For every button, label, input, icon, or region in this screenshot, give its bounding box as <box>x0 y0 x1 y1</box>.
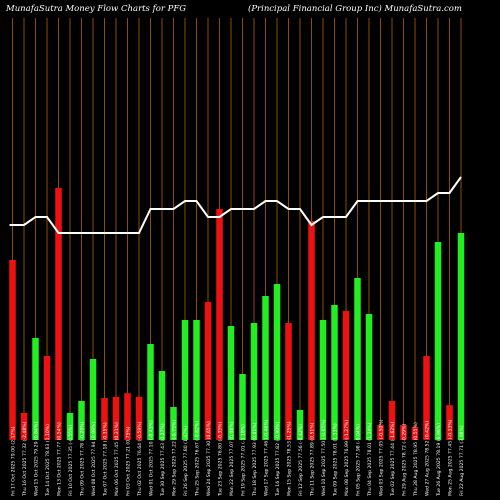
money-flow-bar <box>227 326 235 440</box>
tick-label: Fri 10 Oct 2025 77.35 (-0.55%) <box>68 425 74 496</box>
grid-lines <box>12 18 462 440</box>
tick-label: Mon 25 Aug 2025 77.45 (-0.33%) <box>448 419 454 496</box>
money-flow-bar <box>388 401 396 440</box>
money-flow-bar <box>158 371 166 440</box>
money-flow-bar <box>170 407 177 440</box>
tick-label: Wed 08 Oct 2025 77.94 (0.99%) <box>91 422 97 496</box>
money-flow-bar <box>89 359 97 440</box>
money-flow-bar <box>262 296 269 440</box>
tick-label: Tue 16 Sep 2025 77.82 (-0.90%) <box>275 421 281 497</box>
money-flow-bars <box>9 188 465 440</box>
tick-label: Mon 15 Sep 2025 78.53 (1.25%) <box>287 421 293 496</box>
money-flow-bar <box>331 305 338 440</box>
tick-label: Mon 29 Sep 2025 77.22 (-0.75%) <box>172 420 178 496</box>
tick-label: Fri 03 Oct 2025 77.21 (0.75%) <box>126 426 132 496</box>
tick-label: Fri 12 Sep 2025 77.56 (-0.42%) <box>298 424 304 496</box>
tick-label: Fri 19 Sep 2025 77.01 (-1.18%) <box>241 424 247 496</box>
tick-label: Wed 10 Sep 2025 77.50 (-0.65%) <box>321 419 327 496</box>
tick-label: Wed 27 Aug 2025 78.52 (0.42%) <box>425 421 431 496</box>
money-flow-bar <box>66 413 74 440</box>
money-flow-bar <box>239 374 246 440</box>
money-flow-bar <box>285 323 292 440</box>
money-flow-bar <box>78 401 85 440</box>
tick-label: Thu 11 Sep 2025 77.89 (0.51%) <box>310 422 316 497</box>
price-line-group <box>9 176 462 234</box>
tick-label: Thu 04 Sep 2025 78.01 (1.24%) <box>367 422 373 497</box>
money-flow-bar <box>32 338 39 440</box>
money-flow-bar <box>319 320 327 440</box>
tick-label: Mon 13 Oct 2025 77.77 (0.54%) <box>57 422 63 496</box>
money-flow-bar <box>308 221 315 440</box>
money-flow-bar <box>457 233 465 440</box>
money-flow-bar <box>377 425 384 440</box>
tick-label: Tue 02 Sep 2025 77.44 (-1.62%) <box>390 421 396 497</box>
tick-label: Thu 25 Sep 2025 76.67 (-0.82%) <box>195 421 201 497</box>
money-flow-bar <box>434 242 442 440</box>
money-flow-bar <box>112 396 120 440</box>
tick-label: Tue 26 Aug 2025 78.19 (0.96%) <box>436 423 442 497</box>
money-flow-bar <box>193 320 200 440</box>
tick-label: Mon 06 Oct 2025 77.45 (0.31%) <box>114 422 120 496</box>
tick-label: Thu 02 Oct 2025 76.64 (-0.59%) <box>137 421 143 497</box>
money-flow-bar <box>124 393 131 440</box>
tick-label: Wed 01 Oct 2025 77.10 (-0.43%) <box>149 420 155 496</box>
money-flow-bar <box>135 396 143 440</box>
tick-label: Tue 07 Oct 2025 77.18 (-0.35%) <box>103 422 109 497</box>
tick-label: Wed 03 Sep 2025 77.05 (-0.50%) <box>379 419 385 496</box>
money-flow-bar <box>181 320 189 440</box>
tick-label: Mon 22 Sep 2025 77.07 (0.08%) <box>229 421 235 496</box>
tick-label: Fri 05 Sep 2025 77.98 (-0.04%) <box>356 424 362 496</box>
money-flow-bar <box>55 188 62 440</box>
money-flow-bar <box>250 323 258 440</box>
tick-label: Thu 09 Oct 2025 77.78 (-0.20%) <box>80 421 86 497</box>
money-flow-bar <box>296 410 304 440</box>
money-flow-bar <box>342 311 350 440</box>
money-flow-bar <box>423 356 430 440</box>
money-flow-bar <box>101 398 108 440</box>
tick-label: Mon 08 Sep 2025 76.99 (-1.27%) <box>344 420 350 496</box>
money-flow-bar <box>365 314 373 440</box>
tick-label: Fri 29 Aug 2025 78.72 (-0.29%) <box>402 424 408 496</box>
tick-label: Tue 30 Sep 2025 77.43 (0.27%) <box>160 423 166 497</box>
tick-label: Thu 28 Aug 2025 78.95 (0.55%) <box>413 422 419 497</box>
tick-label: Wed 15 Oct 2025 79.29 (0.84%) <box>34 422 40 496</box>
chart-title-left: MunafaSutra Money Flow Charts for PFG <box>6 4 187 14</box>
money-flow-bar <box>273 284 281 440</box>
tick-label: Tue 23 Sep 2025 76.80 (-0.35%) <box>218 421 224 497</box>
price-line <box>9 176 462 234</box>
tick-label: Tue 14 Oct 2025 78.63 (1.10%) <box>45 424 51 497</box>
money-flow-bar <box>20 413 28 440</box>
date-tick-labels: Fri 17 Oct 2025 79.00 (2.17%) Thu 16 Oct … <box>11 419 466 497</box>
money-flow-bar <box>43 356 51 440</box>
money-flow-bar <box>147 344 154 440</box>
money-flow-bar <box>354 278 361 440</box>
money-flow-bar <box>204 302 212 440</box>
tick-label: Thu 16 Oct 2025 77.32 (-2.48%) <box>22 421 28 497</box>
money-flow-bar <box>400 425 407 440</box>
tick-label: Thu 18 Sep 2025 77.93 (0.61%) <box>252 422 258 497</box>
money-flow-bar <box>411 426 419 440</box>
money-flow-bar <box>9 260 16 440</box>
tick-label: Wed 17 Sep 2025 77.46 (-0.46%) <box>264 419 270 496</box>
tick-label: Fri 26 Sep 2025 77.80 (1.47%) <box>183 425 189 496</box>
tick-label: Fri 17 Oct 2025 79.00 (2.17%) <box>11 426 17 496</box>
tick-label: Tue 09 Sep 2025 78.01 (1.33%) <box>333 423 339 497</box>
money-flow-bar <box>446 405 453 440</box>
tick-label: Fri 22 Aug 2025 77.71 (3.08%) <box>459 425 465 496</box>
money-flow-bar <box>216 209 223 440</box>
chart-title-right: (Principal Financial Group Inc) MunafaSu… <box>248 4 462 14</box>
tick-label: Wed 24 Sep 2025 77.30 (0.65%) <box>206 421 212 496</box>
